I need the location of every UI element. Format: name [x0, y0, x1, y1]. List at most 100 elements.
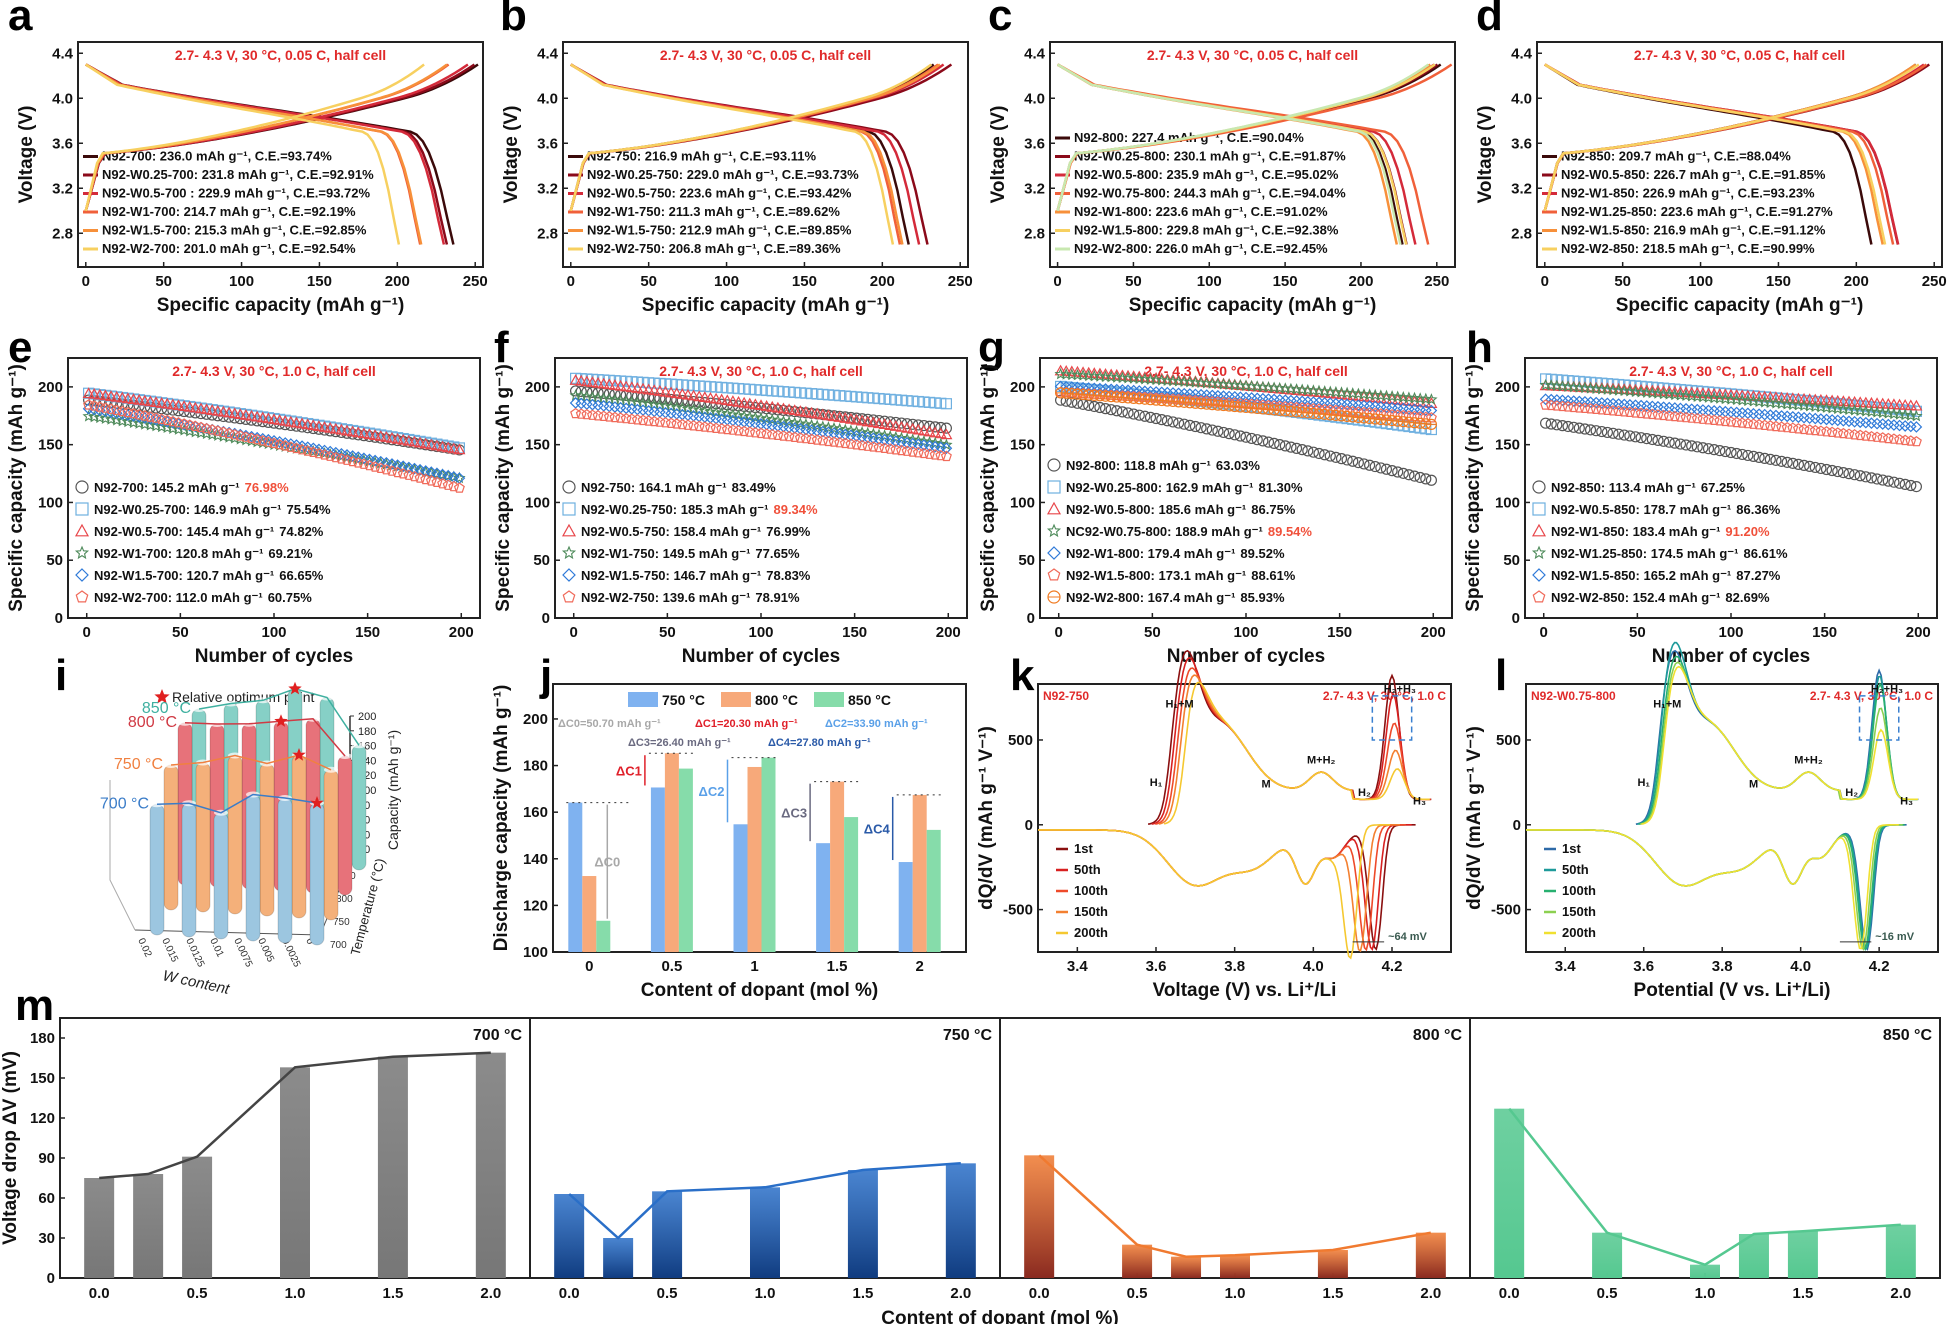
x-tick-label: 0: [1053, 273, 1061, 290]
marker-circle: [1848, 469, 1861, 481]
marker-circle: [562, 480, 576, 494]
y-tick-label: 200: [1010, 379, 1035, 396]
bar: [678, 768, 693, 952]
marker-star: [900, 432, 914, 445]
marker-triangle: [884, 419, 897, 430]
legend-sample-capacity: N92-W0.5-700: 145.4 mAh g⁻¹: [94, 524, 274, 539]
legend-label: N92-W0.5-750: 158.4 mAh g⁻¹ 76.99%: [581, 524, 811, 539]
marker-pentagon: [1736, 417, 1748, 428]
marker-triangle: [267, 413, 281, 425]
marker-pentagon: [895, 444, 907, 456]
y-axis-label: Voltage drop ΔV (mV): [0, 1051, 21, 1245]
x-tick-label: 50: [172, 624, 189, 641]
marker-circle: [1596, 425, 1608, 438]
x-tick-label: 50: [640, 273, 657, 290]
marker-pentagon: [654, 416, 666, 427]
bar: [926, 829, 941, 952]
marker-star: [912, 434, 925, 446]
marker-circle: [1167, 416, 1179, 428]
z-tick-label: 180: [358, 726, 376, 738]
marker-triangle: [659, 385, 672, 397]
charge-dqdv-curve: [1637, 641, 1918, 825]
row-label: 800 °C: [128, 714, 177, 731]
marker-pentagon: [1910, 435, 1922, 447]
sample-label: N92-750: [1043, 689, 1089, 703]
charge-curve: [1543, 63, 1920, 212]
x-tick-label: 150: [355, 624, 380, 641]
marker-circle: [1347, 455, 1359, 467]
marker-triangle: [380, 431, 393, 442]
marker-circle: [1888, 476, 1900, 488]
marker-triangle: [183, 400, 196, 412]
marker-square: [839, 390, 851, 402]
marker-triangle: [155, 396, 168, 408]
legend-sample-capacity: N92-W0.25-800: 162.9 mAh g⁻¹: [1066, 480, 1253, 495]
legend-sample-capacity: N92-W0.5-850: 178.7 mAh g⁻¹: [1551, 502, 1731, 517]
marker-pentagon: [1358, 406, 1370, 418]
x-tick-label: 3.4: [1067, 958, 1089, 975]
marker-pentagon: [822, 435, 834, 447]
x-tick-label: 0: [1540, 624, 1548, 641]
marker-triangle: [833, 411, 846, 422]
marker-circle: [637, 391, 649, 403]
marker-circle: [1573, 422, 1585, 434]
marker-star: [782, 415, 796, 428]
y-axis-label: Voltage (V): [501, 106, 522, 204]
marker-triangle: [704, 391, 717, 403]
panel-j: 100 120 140 160 180 200 0 ΔC0 0.5 ΔC1 1 ΔC2 1.5 ΔC3 2 Δ…: [491, 683, 967, 1001]
marker-triangle: [290, 416, 303, 428]
series-NC92-W0.75-800: [1054, 367, 1438, 405]
marker-pentagon: [867, 441, 879, 452]
legend-label: N92-W2-800: 226.0 mAh g⁻¹, C.E.=92.45%: [1074, 241, 1328, 256]
legend-sample-capacity: N92-W1.5-850: 165.2 mAh g⁻¹: [1551, 568, 1731, 583]
legend-label: 1st: [1562, 841, 1581, 856]
x-tick-label: 200: [1421, 624, 1446, 641]
marker-pentagon: [570, 407, 582, 419]
marker-triangle: [200, 403, 213, 415]
marker-triangle: [1657, 385, 1670, 397]
marker-triangle: [648, 384, 661, 396]
marker-circle: [1635, 432, 1647, 444]
marker-circle: [1854, 470, 1866, 482]
marker-pentagon: [1629, 407, 1641, 418]
series-N92-800: [1054, 394, 1438, 486]
marker-circle: [1246, 432, 1258, 445]
marker-triangle: [614, 379, 627, 391]
bar-3d: [195, 762, 211, 913]
marker-triangle: [1065, 365, 1078, 377]
marker-pentagon: [1708, 414, 1720, 425]
legend-label: N92-W1.25-850: 223.6 mAh g⁻¹, C.E.=91.27…: [1561, 204, 1833, 219]
marker-circle: [1736, 448, 1748, 461]
marker-triangle: [1077, 366, 1090, 378]
subpanel-2: 0.0 0.5 1.0 1.5 2.0 800 °C: [999, 1017, 1471, 1302]
marker-circle: [676, 394, 688, 407]
marker-triangle: [608, 379, 621, 390]
peak-label: H₃: [1900, 795, 1913, 807]
marker-square: [761, 384, 773, 397]
legend-sample-capacity: N92-W0.5-800: 185.6 mAh g⁻¹: [1066, 502, 1246, 517]
legend-sample-capacity: NC92-W0.75-800: 188.9 mAh g⁻¹: [1066, 524, 1263, 539]
y-axis-label: dQ/dV (mAh g⁻¹ V⁻¹): [976, 726, 997, 910]
discharge-dqdv-curve: [1526, 823, 1899, 950]
marker-star: [839, 423, 852, 436]
marker-pentagon: [575, 408, 587, 419]
legend-label: N92-W0.5-800: 185.6 mAh g⁻¹ 86.75%: [1066, 502, 1296, 517]
marker-star: [133, 417, 146, 429]
marker-circle: [1128, 408, 1140, 420]
charge-dqdv-curve: [1163, 681, 1430, 825]
marker-triangle: [636, 382, 650, 394]
marker-square: [637, 376, 649, 388]
marker-pentagon: [704, 421, 716, 433]
marker-pentagon: [1815, 425, 1827, 436]
marker-square: [732, 382, 745, 395]
y-tick-label: 4.4: [1511, 45, 1533, 62]
marker-circle: [1646, 433, 1658, 446]
marker-triangle: [1803, 393, 1816, 405]
y-axis-label: Specific capacity (mAh g⁻¹): [493, 364, 514, 612]
marker-circle: [1386, 465, 1398, 477]
x-axis-label: Number of cycles: [1167, 646, 1325, 667]
marker-triangle: [597, 377, 610, 389]
x-tick-label: 100: [714, 273, 739, 290]
bar: [1494, 1108, 1525, 1278]
condition-label: 2.7- 4.3 V, 30 °C, 0.05 C, half cell: [660, 47, 871, 63]
